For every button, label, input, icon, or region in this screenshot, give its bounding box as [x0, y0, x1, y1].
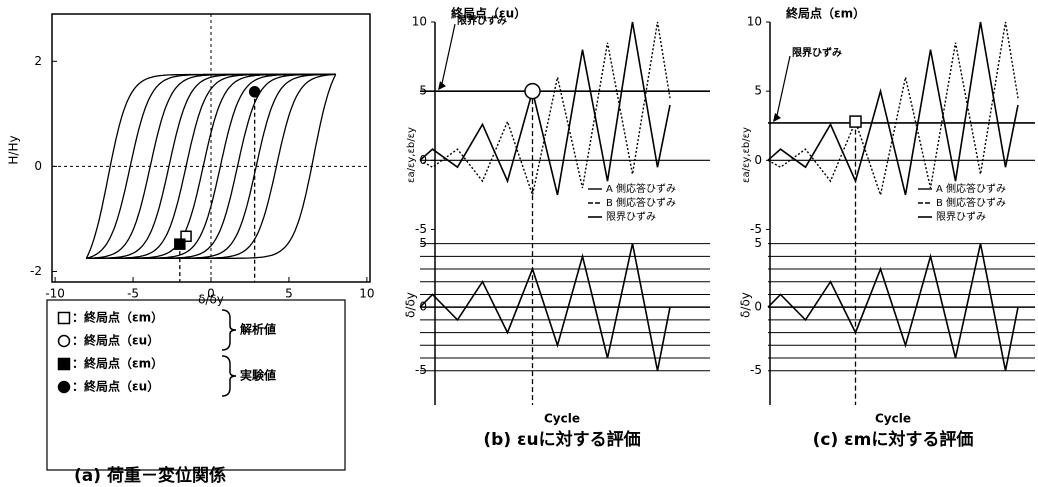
y-tick-label: -5 — [750, 363, 762, 377]
y-tick-label: -5 — [415, 363, 427, 377]
legend-label: B 側応答ひずみ — [606, 196, 676, 209]
legend-label: ：終局点（εu） — [72, 379, 159, 394]
arrow — [440, 24, 456, 89]
end-point — [174, 238, 186, 250]
y-tick-label: 0 — [34, 159, 42, 173]
x-tick-label: -5 — [127, 287, 139, 301]
x-tick-label: 0 — [207, 287, 215, 301]
bracket — [221, 355, 237, 397]
end-point — [248, 86, 261, 98]
annotation: 限界ひずみ — [792, 46, 842, 59]
y-tick-label: 0 — [754, 300, 762, 314]
y-tick-label: -5 — [750, 222, 762, 236]
y-axis-label: δ/δy — [739, 292, 753, 318]
displacement-line — [767, 243, 1019, 371]
annotation: 限界ひずみ — [457, 14, 507, 27]
y-axis-label: εa/εy,εb/εy — [406, 127, 417, 183]
chart-title: 終局点（εu） — [451, 6, 526, 21]
strain-line — [419, 21, 671, 196]
legend-label: B 側応答ひずみ — [936, 196, 1006, 209]
caption: (b) εuに対する評価 — [483, 429, 640, 450]
arrow-head — [438, 81, 446, 91]
y-tick-label: 0 — [419, 300, 427, 314]
x-axis-label: Cycle — [544, 412, 580, 426]
legend-marker — [57, 311, 71, 325]
legend-marker — [57, 380, 71, 394]
legend-marker — [57, 334, 71, 348]
y-tick-label: 5 — [754, 84, 762, 98]
legend-label: ：終局点（εm） — [72, 310, 163, 325]
y-axis-label: H/Hy — [7, 135, 21, 164]
displacement-line — [419, 243, 671, 371]
y-tick-label: -5 — [415, 222, 427, 236]
legend-marker — [57, 357, 71, 371]
strain-line — [767, 21, 1019, 196]
legend-label: ：終局点（εm） — [72, 356, 163, 371]
y-tick-label: 10 — [412, 15, 427, 29]
legend-label: A 側応答ひずみ — [606, 182, 676, 195]
strain-line — [419, 21, 671, 198]
legend-label: 限界ひずみ — [606, 211, 656, 223]
y-tick-label: 5 — [419, 236, 427, 250]
end-point — [524, 82, 541, 100]
caption: (a) 荷重－変位関係 — [74, 465, 226, 486]
x-tick-label: 5 — [285, 287, 293, 301]
y-tick-label: 5 — [754, 236, 762, 250]
legend-label: ：終局点（εu） — [72, 333, 159, 348]
y-tick-label: 0 — [754, 153, 762, 167]
arrow — [775, 55, 791, 121]
legend-label: A 側応答ひずみ — [936, 182, 1006, 195]
y-axis-label: εa/εy,εb/εy — [741, 127, 752, 183]
y-tick-label: 10 — [747, 15, 762, 29]
x-tick-label: 10 — [359, 287, 374, 301]
hysteresis-branch — [86, 74, 337, 260]
arrow-head — [773, 112, 781, 122]
y-axis-label: δ/δy — [404, 292, 418, 318]
y-tick-label: 2 — [34, 54, 42, 68]
x-tick-label: -10 — [45, 287, 65, 301]
group-label: 解析値 — [240, 322, 276, 337]
x-axis-label: Cycle — [875, 412, 911, 426]
end-point — [849, 115, 862, 128]
group-label: 実験値 — [240, 368, 276, 383]
bracket — [221, 309, 237, 351]
caption: (c) εmに対する評価 — [813, 429, 974, 450]
chart-title: 終局点（εm） — [786, 6, 865, 21]
y-tick-label: -2 — [30, 264, 42, 278]
end-point — [180, 230, 192, 243]
legend-box — [46, 299, 346, 471]
strain-line — [767, 21, 1019, 198]
legend-label: 限界ひずみ — [936, 211, 986, 223]
